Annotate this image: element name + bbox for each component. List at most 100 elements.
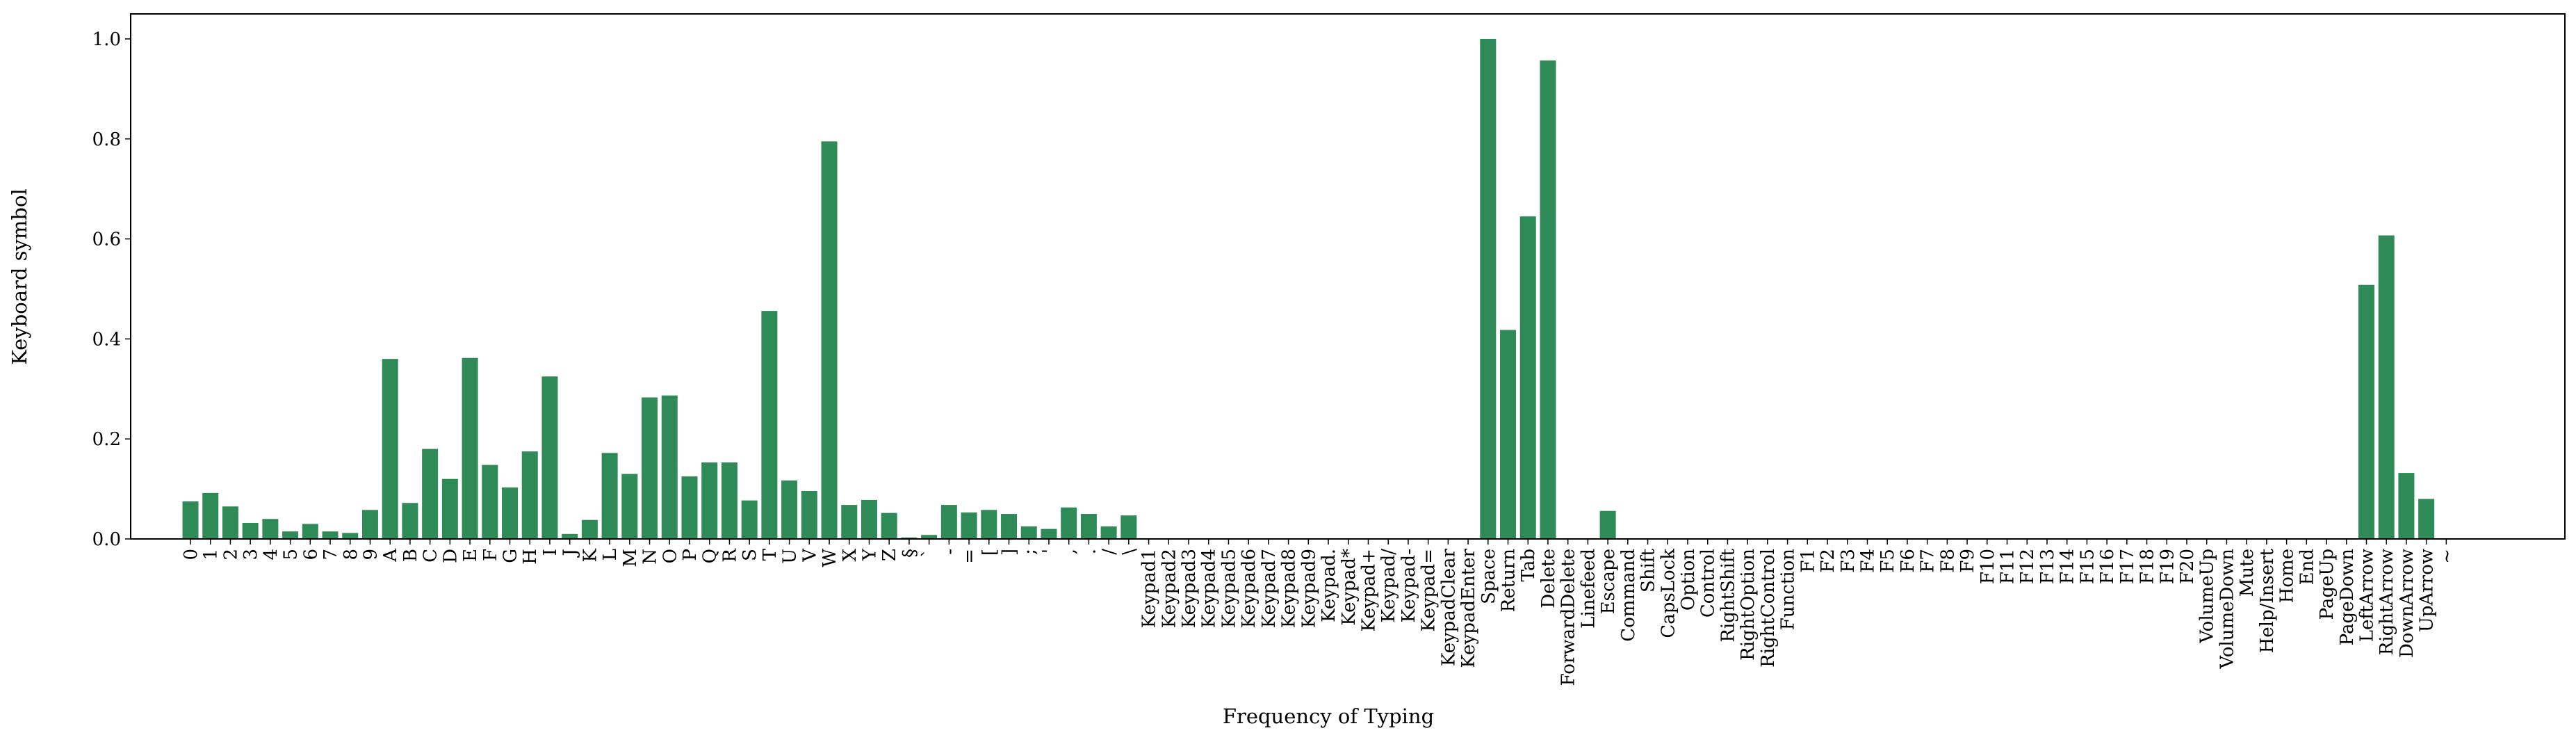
x-tick-label: KeypadClear (1438, 548, 1459, 666)
x-tick-label: VolumeDown (2217, 549, 2237, 670)
x-tick-label: F12 (2017, 549, 2038, 584)
bar-46 (1100, 526, 1117, 539)
x-tick-label: . (1079, 549, 1100, 554)
bar-27 (721, 462, 737, 539)
x-tick-label: 2 (220, 549, 241, 560)
x-tick-label: U (780, 549, 801, 564)
x-tick-label: Y (859, 548, 880, 561)
x-tick-label: 1 (201, 549, 222, 560)
bar-37 (921, 535, 938, 539)
x-tick-label: LeftArrow (2356, 549, 2377, 642)
bars-layer (182, 38, 2435, 540)
x-tick-label: F19 (2157, 549, 2178, 584)
x-tick-label: F18 (2137, 549, 2158, 584)
x-tick-label: F4 (1857, 549, 1878, 573)
bar-8 (342, 533, 359, 539)
x-tick-label: Shift (1638, 548, 1659, 592)
x-tick-label: Space (1478, 549, 1499, 604)
bar-10 (382, 359, 398, 539)
x-tick-label: W (820, 549, 840, 567)
y-tick-label: 0.8 (92, 129, 121, 150)
bar-14 (462, 357, 478, 539)
x-tick-label: UpArrow (2417, 549, 2438, 632)
x-tick-label: ` (920, 549, 940, 558)
x-tick-label: T (760, 548, 781, 560)
x-tick-label: D (440, 549, 461, 563)
bar-25 (681, 476, 698, 539)
x-tick-label: Keypad8 (1279, 549, 1300, 628)
x-tick-label: DownArrow (2397, 549, 2418, 658)
bar-7 (322, 531, 339, 539)
bar-35 (881, 513, 897, 539)
bar-1 (202, 492, 219, 539)
bar-13 (441, 478, 458, 539)
x-tick-label: Escape (1598, 549, 1619, 614)
bar-28 (741, 500, 758, 539)
x-tick-label: Keypad3 (1179, 549, 1200, 628)
axes-layer: 0123456789ABCDEFGHIJKLMNOPQRSTUVWXYZ§`-=… (92, 13, 2566, 686)
bar-31 (801, 490, 817, 539)
x-tick-label: J (560, 549, 581, 558)
bar-45 (1080, 514, 1097, 539)
x-tick-label: Keypad6 (1239, 549, 1260, 628)
x-tick-label: , (1059, 549, 1080, 554)
y-tick-label: 0.4 (92, 329, 121, 350)
x-tick-label: End (2297, 549, 2317, 585)
bar-39 (961, 512, 977, 539)
x-tick-label: L (600, 549, 621, 560)
bar-38 (940, 505, 957, 539)
bar-33 (841, 505, 858, 539)
x-tick-label: / (1099, 549, 1120, 555)
bar-17 (521, 451, 538, 539)
bar-22 (621, 474, 638, 539)
x-tick-label: X (840, 549, 861, 562)
bar-3 (242, 522, 259, 539)
bar-9 (361, 510, 378, 539)
x-tick-label: Help/Insert (2257, 548, 2278, 653)
x-tick-label: F3 (1838, 549, 1859, 573)
x-tick-label: Z (879, 549, 900, 561)
x-tick-label: 3 (241, 549, 261, 560)
x-tick-label: [ (979, 549, 1000, 556)
x-tick-label: Keypad/ (1378, 549, 1399, 623)
bar-26 (701, 462, 718, 539)
x-tick-label: F10 (1978, 549, 1998, 584)
x-tick-label: B (400, 549, 421, 562)
x-tick-label: O (660, 549, 680, 563)
x-tick-label: Keypad7 (1259, 549, 1280, 628)
bar-5 (282, 531, 299, 539)
x-tick-label: Control (1698, 549, 1719, 618)
x-tick-label: F20 (2177, 549, 2198, 584)
bar-11 (402, 503, 418, 539)
x-tick-label: KeypadEnter (1458, 548, 1479, 668)
x-tick-label: Q (700, 549, 721, 563)
y-tick-label: 1.0 (92, 29, 121, 50)
x-tick-label: K (580, 548, 601, 562)
x-tick-label: Keypad= (1419, 549, 1440, 631)
x-tick-label: ForwardDelete (1558, 549, 1579, 686)
y-tick-label: 0.2 (92, 429, 121, 450)
bar-65 (1480, 38, 1497, 539)
x-tick-label: Keypad. (1319, 549, 1339, 622)
x-tick-label: Delete (1538, 549, 1559, 608)
x-tick-label: Linefeed (1578, 549, 1599, 629)
bar-71 (1599, 510, 1616, 539)
x-tick-label: F5 (1877, 549, 1898, 573)
bar-15 (482, 465, 498, 539)
bar-24 (661, 395, 678, 539)
x-tick-label: ; (1019, 549, 1040, 555)
x-tick-label: 7 (320, 549, 341, 560)
bar-44 (1061, 507, 1077, 539)
x-tick-label: CapsLock (1658, 549, 1679, 638)
bar-18 (541, 376, 558, 539)
x-tick-label: F14 (2057, 549, 2078, 584)
x-tick-label: RightArrow (2377, 549, 2397, 655)
bar-6 (302, 524, 318, 539)
bar-30 (781, 480, 798, 539)
x-tick-label: F17 (2117, 549, 2138, 584)
bar-43 (1041, 529, 1057, 539)
bar-32 (821, 141, 838, 540)
x-tick-label: 8 (341, 549, 361, 560)
x-tick-label: Command (1618, 549, 1639, 642)
